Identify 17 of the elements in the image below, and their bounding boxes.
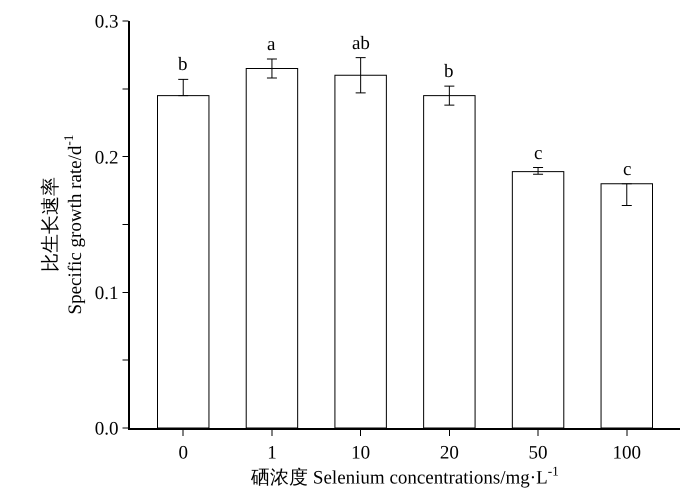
x-tick-label: 20 xyxy=(440,442,459,464)
x-axis-title: 硒浓度 Selenium concentrations/mg·L$^{-1}$ xyxy=(250,464,559,489)
x-tick-label: 0 xyxy=(178,442,188,464)
annotation: a xyxy=(267,34,276,55)
x-tick-label: 50 xyxy=(528,442,548,464)
y-tick-label: 0.0 xyxy=(94,418,118,440)
annotation: b xyxy=(178,54,188,75)
x-tick-label: 100 xyxy=(612,442,642,464)
annotation: b xyxy=(444,61,454,82)
y-tick-label: 0.2 xyxy=(94,147,118,168)
y-tick-label: 0.3 xyxy=(94,12,118,33)
y-tick-label: 0.1 xyxy=(94,282,118,304)
x-tick-label: 10 xyxy=(351,442,370,464)
annotation: ab xyxy=(352,33,370,54)
annotation: c xyxy=(623,159,632,180)
x-tick-label: 1 xyxy=(267,442,277,464)
annotation: c xyxy=(534,143,542,164)
